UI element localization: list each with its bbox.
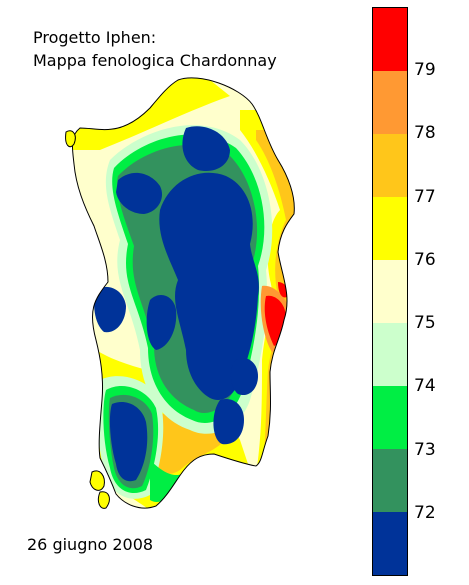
island-outline (71, 77, 295, 509)
map-date: 26 giugno 2008 (27, 535, 154, 554)
map-title: Progetto Iphen: Mappa fenologica Chardon… (33, 26, 277, 72)
zone-central-west-highland (146, 295, 177, 350)
legend-tick-label: 78 (414, 123, 436, 144)
zone-west-highland (94, 286, 126, 333)
legend-tick-label: 74 (414, 376, 436, 397)
legend-color-bar (372, 7, 408, 576)
legend-tick-label: 79 (414, 60, 436, 81)
legend-tick-label: 72 (414, 502, 436, 523)
zone-southeast-highland (230, 357, 258, 396)
zone-north-highland-1 (116, 172, 163, 214)
legend-tick-label: 77 (414, 186, 436, 207)
legend-swatch (373, 323, 407, 386)
island-sant-antioco (97, 491, 110, 509)
legend-swatch (373, 197, 407, 260)
zone-north-coast (72, 78, 230, 150)
legend-swatch (373, 71, 407, 134)
title-line-1: Progetto Iphen: (33, 28, 157, 47)
zone-central-highland (159, 172, 259, 400)
legend-swatch (373, 386, 407, 449)
phenology-map (65, 77, 295, 509)
zone-southwest-highland (109, 402, 148, 482)
island-san-pietro (89, 470, 105, 491)
island-asinara (65, 130, 76, 148)
legend-swatch (373, 134, 407, 197)
zone-north-highland-2 (182, 126, 230, 172)
legend-swatch (373, 260, 407, 323)
legend-tick-label: 75 (414, 313, 436, 334)
legend-tick-label: 76 (414, 249, 436, 270)
title-line-2: Mappa fenologica Chardonnay (33, 51, 277, 70)
legend-tick-label: 73 (414, 439, 436, 460)
legend-swatch (373, 8, 407, 71)
legend-swatch (373, 449, 407, 512)
zone-south-highland (213, 398, 244, 445)
legend-swatch (373, 512, 407, 575)
